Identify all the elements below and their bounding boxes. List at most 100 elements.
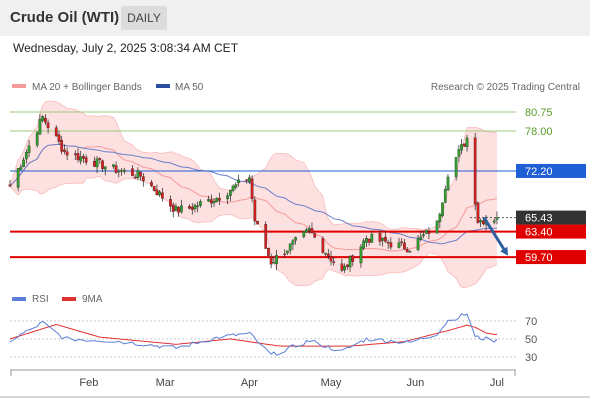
candle-body [348, 256, 352, 268]
candle-body [92, 160, 96, 167]
candle-body [19, 166, 23, 170]
candle-body [65, 151, 69, 156]
candle-body [256, 221, 259, 225]
current-label: 65.43 [525, 213, 553, 225]
bollinger-upper-line [9, 100, 498, 231]
candle-body [177, 206, 181, 213]
candle-body [82, 156, 85, 159]
chart-legend: MA 20 + Bollinger Bands MA 50 Research ©… [12, 82, 580, 93]
candle-body [288, 243, 292, 251]
candle-body [329, 256, 333, 262]
candle-body [79, 156, 83, 162]
rsi-tick-label: 70 [525, 316, 537, 328]
candle-body [343, 265, 346, 271]
candle-body [419, 236, 423, 240]
candle-body [386, 241, 390, 244]
candle-body [207, 199, 210, 202]
candle-body [326, 253, 330, 257]
candle-body [196, 205, 200, 208]
candle-body [117, 170, 121, 173]
candle-body [305, 229, 308, 233]
candle-body [340, 263, 344, 271]
candle-body [245, 179, 249, 181]
candle-body [180, 205, 183, 213]
candle-body [321, 238, 325, 253]
candle-body [267, 248, 270, 256]
candle-body [365, 238, 368, 243]
rsi-panel: 30 50 70 [9, 313, 537, 364]
candle-body [226, 195, 229, 200]
rsi-ma9-line [9, 323, 497, 347]
bollinger-legend-label: MA 20 + Bollinger Bands [32, 82, 142, 93]
candle-body [229, 190, 232, 196]
candle-body [35, 132, 39, 146]
timestamp: Wednesday, July 2, 2025 3:08:34 AM CET [13, 41, 239, 55]
candle-body [454, 157, 458, 178]
candle-body [38, 119, 42, 135]
candle-body [160, 192, 164, 199]
bollinger-lower-line [9, 176, 498, 289]
bollinger-legend-swatch [12, 84, 26, 88]
candle-body [427, 231, 431, 234]
x-tick-label: Jun [406, 377, 424, 389]
candle-body [307, 228, 311, 231]
candle-body [424, 229, 428, 234]
rsi-tick-label: 50 [525, 334, 537, 346]
x-tick-label: Jul [490, 377, 504, 389]
candle-body [443, 189, 447, 203]
candle-body [139, 171, 142, 177]
pivot-label: 72.20 [525, 166, 553, 178]
candle-body [405, 249, 409, 253]
candle-body [441, 202, 444, 217]
candle-body [158, 191, 161, 196]
bollinger-band-fill [10, 100, 497, 288]
candle-body [324, 253, 327, 255]
candle-body [98, 158, 102, 160]
candle-body [272, 262, 276, 264]
candle-body [416, 238, 420, 250]
candle-body [8, 184, 12, 187]
candle-body [27, 145, 31, 153]
candle-body [54, 127, 58, 137]
candle-body [351, 255, 355, 262]
x-tick-label: Apr [241, 377, 258, 389]
current-price-tag [516, 210, 586, 225]
candle-body [482, 220, 485, 225]
candle-body [310, 228, 314, 234]
candle-body [76, 153, 80, 160]
candle-body [294, 237, 297, 241]
candle-body [131, 168, 134, 176]
candle-body [457, 149, 461, 157]
candle-body [133, 176, 137, 179]
credit-label: Research © 2025 Trading Central [431, 82, 580, 93]
support-label: 59.70 [525, 252, 553, 264]
candle-body [291, 240, 295, 245]
rsi-line [9, 313, 498, 356]
candle-body [367, 238, 371, 243]
candle-body [403, 242, 406, 250]
candle-body [397, 242, 401, 248]
candle-body [24, 152, 28, 160]
candle-body [492, 220, 496, 223]
candle-body [446, 176, 450, 191]
candle-body [22, 159, 25, 168]
candle-body [63, 149, 66, 152]
candle-body [362, 240, 366, 249]
x-tick-label: May [321, 377, 342, 389]
candle-body [264, 224, 268, 249]
period-tab[interactable]: DAILY [121, 6, 167, 30]
candle-body [269, 256, 273, 265]
candle-body [152, 186, 156, 191]
candle-body [101, 160, 104, 169]
candle-body [60, 139, 64, 152]
candle-body [248, 177, 251, 182]
support-price-tag [516, 224, 586, 239]
candle-body [112, 164, 115, 167]
candle-body [171, 204, 175, 212]
candle-body [435, 220, 439, 234]
rsi-ma-legend-swatch [62, 297, 76, 301]
candle-body [332, 261, 336, 264]
candle-body [422, 234, 425, 236]
candle-body [136, 170, 140, 179]
